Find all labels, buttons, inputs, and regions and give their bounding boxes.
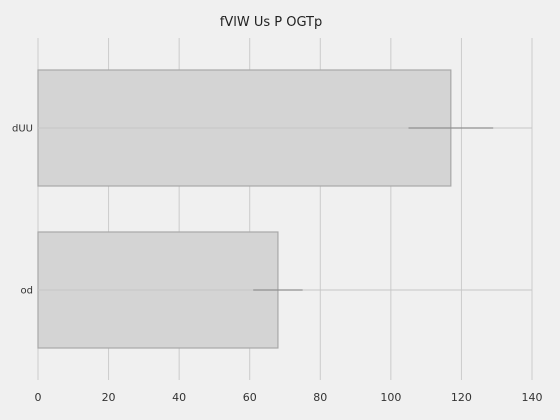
category-label-od: od (21, 286, 33, 297)
category-label-dUU: dUU (12, 124, 33, 135)
x-tick-label: 0 (35, 391, 42, 404)
error-bars (38, 127, 532, 291)
x-tick-label: 20 (102, 391, 116, 404)
x-tick-label: 40 (172, 391, 186, 404)
chart-title: fVlW Us P OGTp (220, 15, 323, 30)
x-tick-label: 80 (313, 391, 327, 404)
x-tick-label: 120 (451, 391, 472, 404)
x-tick-label: 60 (243, 391, 257, 404)
x-axis-ticks: 0 20 40 60 80 100 120 140 (35, 391, 543, 404)
bars (37, 69, 452, 349)
x-tick-label: 140 (522, 391, 543, 404)
y-axis-categories: dUU od (12, 124, 33, 297)
x-tick-label: 100 (380, 391, 401, 404)
